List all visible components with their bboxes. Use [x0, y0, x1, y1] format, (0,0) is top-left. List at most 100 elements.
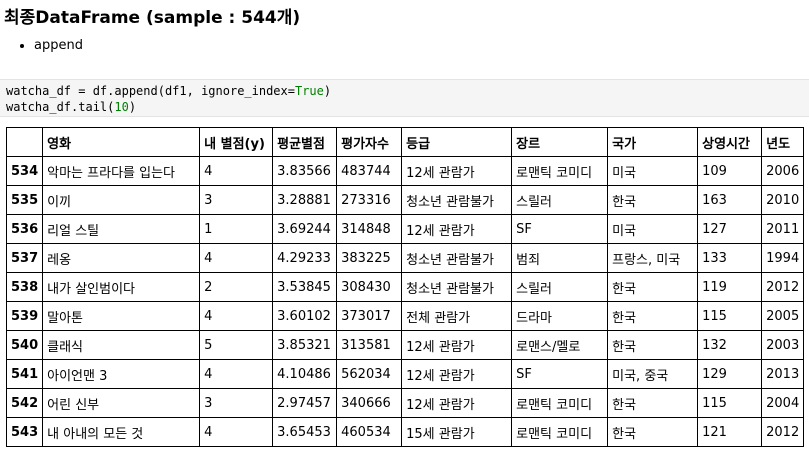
column-header: 평가자수 [336, 127, 403, 157]
row-index: 541 [5, 359, 44, 389]
table-cell: 3.65453 [272, 417, 338, 447]
table-cell: 범죄 [511, 243, 609, 273]
table-cell: 109 [697, 156, 763, 186]
table-cell: 15세 관람가 [401, 417, 513, 447]
table-row: 542 어린 신부 3 2.97457 340666 12세 관람가 로맨틱 코미디 한국 11… [5, 388, 805, 418]
table-cell: 2 [199, 272, 274, 302]
table-row: 534 악마는 프라다를 입는다 4 3.83566 483744 12세 관람가 로맨틱 … [5, 156, 805, 186]
table-cell: 리얼 스틸 [42, 214, 201, 244]
table-cell: 2011 [761, 214, 805, 244]
table-cell: 133 [697, 243, 763, 273]
table-cell: 4 [199, 359, 274, 389]
table-cell: 2004 [761, 388, 805, 418]
column-header: 평균별점 [272, 127, 338, 157]
table-cell: 2005 [761, 301, 805, 331]
table-cell: 이끼 [42, 185, 201, 215]
table-cell: 내가 살인범이다 [42, 272, 201, 302]
table-cell: 3.83566 [272, 156, 338, 186]
table-cell: 한국 [607, 301, 699, 331]
table-cell: 12세 관람가 [401, 359, 513, 389]
table-cell: 3 [199, 388, 274, 418]
table-cell: 4 [199, 243, 274, 273]
dataframe-table: 영화 내 별점(y) 평균별점 평가자수 등급 장르 국가 상영시간 년도 534 악마는 프라다… [5, 127, 805, 447]
table-cell: 로맨스/멜로 [511, 330, 609, 360]
table-cell: 273316 [336, 185, 403, 215]
row-index: 537 [5, 243, 44, 273]
table-cell: 340666 [336, 388, 403, 418]
table-cell: 5 [199, 330, 274, 360]
code-text: ) [323, 84, 332, 98]
table-cell: 483744 [336, 156, 403, 186]
table-body: 534 악마는 프라다를 입는다 4 3.83566 483744 12세 관람가 로맨틱 … [5, 156, 805, 447]
column-header: 영화 [42, 127, 201, 157]
code-text: ) [128, 100, 137, 114]
table-header-row: 영화 내 별점(y) 평균별점 평가자수 등급 장르 국가 상영시간 년도 [5, 127, 805, 157]
table-cell: 로맨틱 코미디 [511, 417, 609, 447]
table-cell: 4.29233 [272, 243, 338, 273]
table-cell: 스릴러 [511, 272, 609, 302]
table-cell: 스릴러 [511, 185, 609, 215]
table-cell: 악마는 프라다를 입는다 [42, 156, 201, 186]
row-index: 536 [5, 214, 44, 244]
column-header: 내 별점(y) [199, 127, 274, 157]
table-cell: 3 [199, 185, 274, 215]
table-cell: 로맨틱 코미디 [511, 156, 609, 186]
column-header: 국가 [607, 127, 699, 157]
table-cell: 3.69244 [272, 214, 338, 244]
table-cell: 청소년 관람불가 [401, 243, 513, 273]
row-index: 534 [5, 156, 44, 186]
table-cell: 562034 [336, 359, 403, 389]
code-line-1: watcha_df = df.append(df1, ignore_index=… [6, 84, 331, 98]
row-index: 540 [5, 330, 44, 360]
code-cell[interactable]: watcha_df = df.append(df1, ignore_index=… [0, 79, 809, 117]
table-cell: 2006 [761, 156, 805, 186]
row-index: 538 [5, 272, 44, 302]
table-cell: 12세 관람가 [401, 214, 513, 244]
table-row: 541 아이언맨 3 4 4.10486 562034 12세 관람가 SF 미국, 중국 12… [5, 359, 805, 389]
code-line-2: watcha_df.tail(10) [6, 100, 136, 114]
table-row: 538 내가 살인범이다 2 3.53845 308430 청소년 관람불가 스릴러 한국 11… [5, 272, 805, 302]
table-cell: 아이언맨 3 [42, 359, 201, 389]
row-index: 542 [5, 388, 44, 418]
table-cell: 383225 [336, 243, 403, 273]
bullet-item: append [34, 37, 83, 55]
table-cell: 3.60102 [272, 301, 338, 331]
index-header [5, 127, 44, 157]
table-cell: 한국 [607, 185, 699, 215]
table-cell: 로맨틱 코미디 [511, 388, 609, 418]
table-cell: 3.85321 [272, 330, 338, 360]
table-cell: 129 [697, 359, 763, 389]
bullet-list: append [16, 37, 83, 55]
table-cell: 3.53845 [272, 272, 338, 302]
table-cell: 313581 [336, 330, 403, 360]
table-cell: 115 [697, 388, 763, 418]
table-cell: 전체 관람가 [401, 301, 513, 331]
code-text: watcha_df = df.append(df1, ignore_index= [6, 84, 295, 98]
table-cell: 308430 [336, 272, 403, 302]
row-index: 543 [5, 417, 44, 447]
table-cell: 한국 [607, 330, 699, 360]
table-cell: 12세 관람가 [401, 388, 513, 418]
table-cell: 클래식 [42, 330, 201, 360]
table-cell: 4 [199, 417, 274, 447]
table-cell: 내 아내의 모든 것 [42, 417, 201, 447]
table-cell: 460534 [336, 417, 403, 447]
code-text: watcha_df.tail( [6, 100, 115, 114]
table-cell: 127 [697, 214, 763, 244]
table-cell: 12세 관람가 [401, 156, 513, 186]
table-cell: 4 [199, 301, 274, 331]
table-cell: 미국, 중국 [607, 359, 699, 389]
table-cell: 3.28881 [272, 185, 338, 215]
table-cell: 2012 [761, 417, 805, 447]
table-cell: 레옹 [42, 243, 201, 273]
table-row: 537 레옹 4 4.29233 383225 청소년 관람불가 범죄 프랑스, 미국 133 1… [5, 243, 805, 273]
row-index: 535 [5, 185, 44, 215]
column-header: 상영시간 [697, 127, 763, 157]
table-cell: 프랑스, 미국 [607, 243, 699, 273]
table-cell: 132 [697, 330, 763, 360]
row-index: 539 [5, 301, 44, 331]
table-cell: 2003 [761, 330, 805, 360]
column-header: 년도 [761, 127, 805, 157]
table-row: 536 리얼 스틸 1 3.69244 314848 12세 관람가 SF 미국 127 2011 [5, 214, 805, 244]
table-cell: 115 [697, 301, 763, 331]
